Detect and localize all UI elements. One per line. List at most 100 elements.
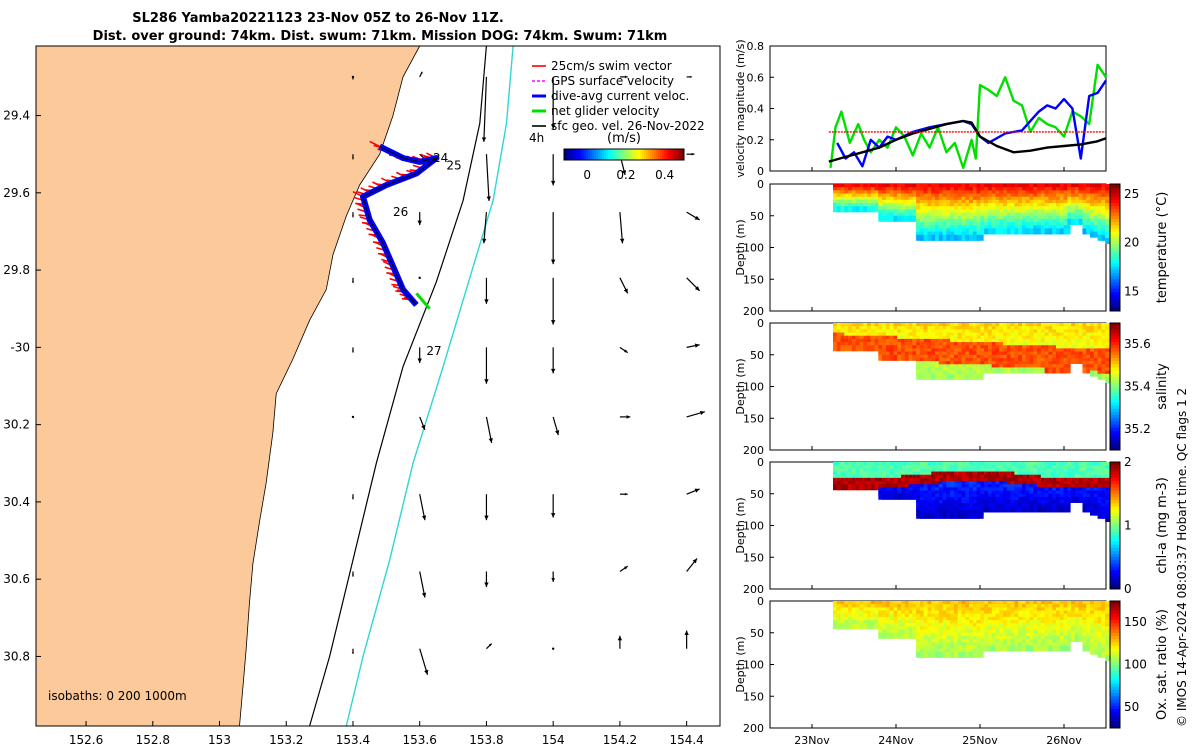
section-cell xyxy=(976,190,984,197)
section-cell xyxy=(1048,632,1056,639)
section-cell xyxy=(991,626,999,633)
section-cell xyxy=(1090,465,1098,472)
section-cell xyxy=(1010,326,1018,333)
section-colorbar-segment xyxy=(1110,215,1120,220)
section-cell xyxy=(1029,367,1037,374)
section-cell xyxy=(1006,323,1014,329)
section-cell xyxy=(942,357,950,364)
section-cell xyxy=(1018,193,1026,200)
section-colorbar-segment xyxy=(1110,212,1120,217)
section-cell xyxy=(916,490,924,497)
section-cell xyxy=(901,212,909,219)
section-cell xyxy=(1097,613,1105,620)
section-cell xyxy=(855,468,863,475)
section-cell xyxy=(851,335,859,342)
section-cell xyxy=(935,493,943,500)
section-cell xyxy=(946,187,954,194)
section-cell xyxy=(987,215,995,222)
section-cell xyxy=(848,193,856,200)
section-cell xyxy=(938,604,946,611)
section-cell xyxy=(1063,196,1071,203)
section-cell xyxy=(867,203,875,210)
section-cell xyxy=(1003,468,1011,475)
colorbar-segment xyxy=(628,149,631,160)
section-cell xyxy=(912,203,920,210)
section-cell xyxy=(1059,632,1067,639)
section-cell xyxy=(1025,623,1033,630)
section-colorbar-segment xyxy=(1110,285,1120,290)
section-cell xyxy=(851,474,859,481)
section-cell xyxy=(870,468,878,475)
section-cell xyxy=(1040,203,1048,210)
section-cell xyxy=(851,187,859,194)
section-cell xyxy=(878,632,886,639)
section-cell xyxy=(1063,468,1071,475)
section-colorbar-tick-label: 35.6 xyxy=(1124,337,1151,351)
section-cell xyxy=(1014,506,1022,513)
section-cell xyxy=(976,196,984,203)
section-cell xyxy=(999,187,1007,194)
section-cell xyxy=(957,348,965,355)
section-cell xyxy=(848,462,856,468)
section-cell xyxy=(976,222,984,229)
section-cell xyxy=(950,493,958,500)
section-cell xyxy=(1006,190,1014,197)
section-cell xyxy=(1052,506,1060,513)
section-cell xyxy=(1037,218,1045,225)
section-cell xyxy=(946,196,954,203)
section-cell xyxy=(916,626,924,633)
section-cell xyxy=(1044,506,1052,513)
section-cell xyxy=(1056,629,1064,636)
section-cell xyxy=(1082,212,1090,219)
section-cell xyxy=(1101,604,1109,611)
section-cell xyxy=(863,326,871,333)
section-cell xyxy=(1014,206,1022,213)
section-cell xyxy=(916,199,924,206)
section-cell xyxy=(946,632,954,639)
section-cell xyxy=(867,329,875,336)
section-cell xyxy=(916,187,924,194)
section-colorbar-segment xyxy=(1110,506,1120,511)
section-cell xyxy=(1093,225,1101,232)
section-cell xyxy=(965,626,973,633)
section-cell xyxy=(1044,351,1052,358)
section-cell xyxy=(1044,215,1052,222)
section-colorbar-segment xyxy=(1110,481,1120,485)
section-cell xyxy=(1033,616,1041,623)
section-cell xyxy=(1025,626,1033,633)
section-cell xyxy=(923,493,931,500)
section-cell xyxy=(961,187,969,194)
section-cell xyxy=(1056,187,1064,194)
section-cell xyxy=(972,496,980,503)
section-colorbar-segment xyxy=(1110,434,1120,438)
section-cell xyxy=(923,234,931,241)
section-cell xyxy=(855,345,863,352)
section-cell xyxy=(1059,623,1067,630)
section-cell xyxy=(972,373,980,380)
section-cell xyxy=(889,187,897,194)
section-cell xyxy=(1010,323,1018,329)
section-cell xyxy=(889,626,897,633)
section-cell xyxy=(893,465,901,472)
section-cell xyxy=(859,484,867,491)
section-cell xyxy=(976,329,984,336)
section-cell xyxy=(957,639,965,646)
section-cell xyxy=(859,462,867,468)
section-cell xyxy=(1056,620,1064,627)
section-cell xyxy=(912,348,920,355)
section-cell xyxy=(1101,484,1109,491)
section-cell xyxy=(991,218,999,225)
section-cell xyxy=(1059,323,1067,329)
section-cell xyxy=(1037,474,1045,481)
section-cell xyxy=(1025,503,1033,510)
section-cell xyxy=(999,635,1007,642)
section-cell xyxy=(889,196,897,203)
section-cell xyxy=(1052,184,1060,190)
section-cell xyxy=(1063,471,1071,478)
section-cell xyxy=(1093,332,1101,339)
section-colorbar-segment xyxy=(1110,635,1120,640)
map-x-tick-label: 152.8 xyxy=(136,733,170,747)
section-cell xyxy=(1071,481,1079,488)
section-cell xyxy=(1101,462,1109,468)
section-cell xyxy=(916,367,924,374)
